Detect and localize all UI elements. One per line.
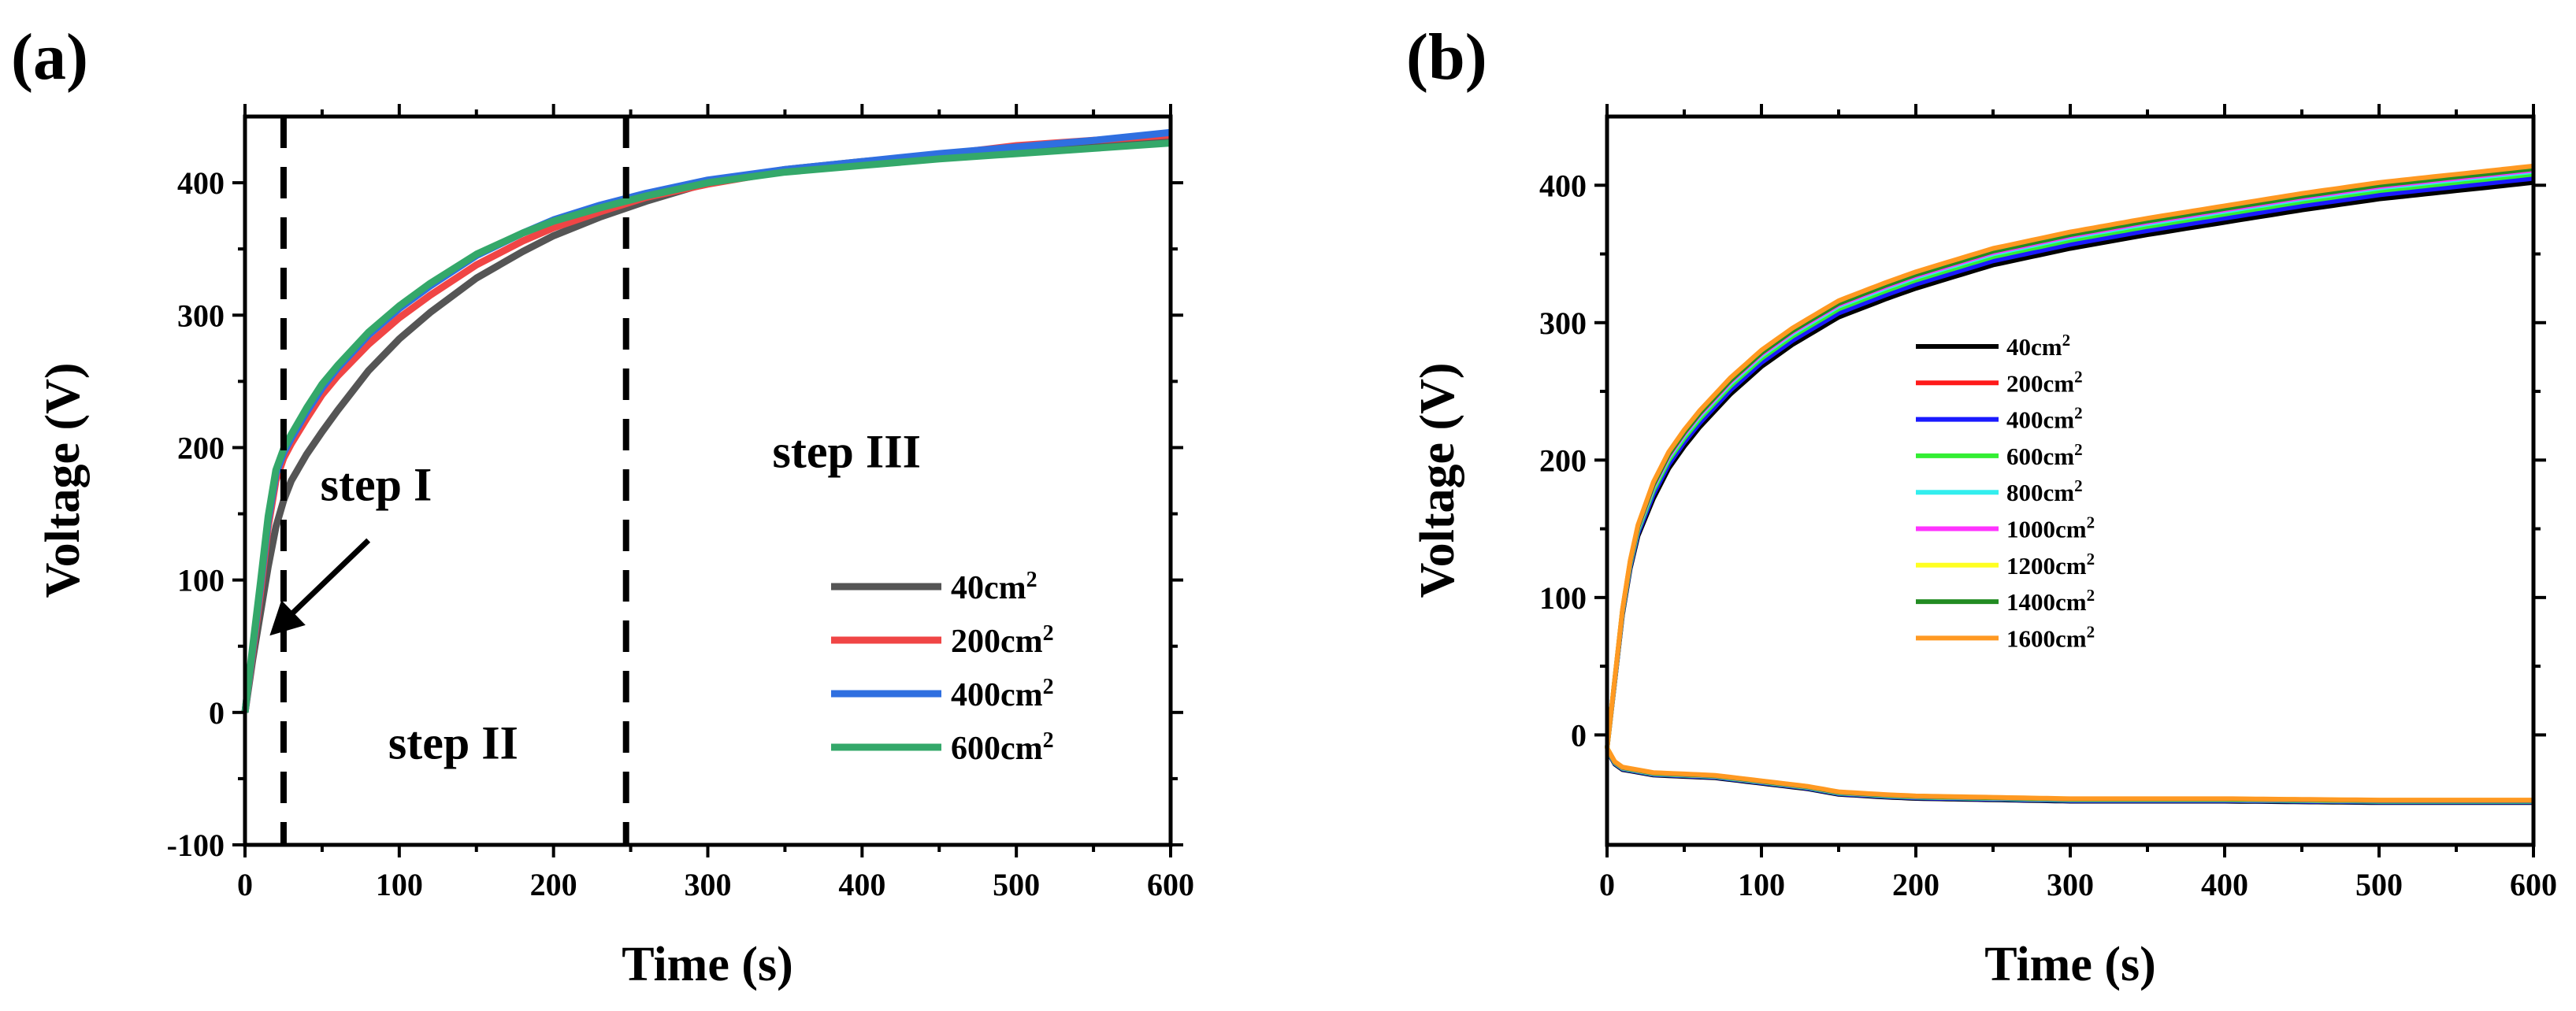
panel-b-legend-label: 1200cm2 [2006, 550, 2095, 580]
panel-b-legend-sup: 2 [2074, 440, 2083, 459]
panel-a-legend-sup: 2 [1043, 675, 1054, 699]
panel-b-legend-sup: 2 [2087, 513, 2095, 532]
panel-a-xtick-label: 300 [685, 867, 732, 902]
panel-a-legend-name: 600cm [951, 731, 1043, 767]
panel-a-legend-label: 600cm2 [951, 728, 1054, 768]
panel-b-legend-label: 400cm2 [2006, 404, 2083, 434]
panel-a-ylabel: Voltage (V) [36, 362, 90, 598]
panel-b-legend-name: 800cm [2006, 479, 2074, 506]
panel-a-legend-sup: 2 [1043, 621, 1054, 646]
panel-a-arrow-shaft [281, 538, 371, 624]
panel-b-legend-name: 200cm [2006, 369, 2074, 397]
panel-a-xlabel: Time (s) [622, 938, 793, 991]
panel-b-legend-label: 600cm2 [2006, 440, 2083, 470]
panel-b-series-lower [1605, 749, 2533, 805]
panel-a-ytick-label: 0 [209, 695, 225, 731]
panel-b-series-lower [1605, 748, 2533, 804]
panel-b-legend-sup: 2 [2074, 404, 2083, 423]
panel-b-legend-label: 800cm2 [2006, 476, 2083, 506]
panel-a-annotation: step II [388, 717, 518, 769]
panel-a-series-line [241, 139, 1171, 713]
panel-a-legend-name: 200cm [951, 624, 1043, 660]
panel-a-arrow-head [269, 600, 306, 636]
panel-a-xtick-label: 200 [530, 867, 577, 902]
panel-b-series-lower [1605, 746, 2533, 803]
panel-b-series-upper [1605, 180, 2534, 750]
panel-b-series-lower [1605, 747, 2533, 804]
panel-a-xtick-label: 600 [1147, 867, 1194, 902]
panel-a-legend-label: 400cm2 [951, 675, 1054, 714]
panel-b-ytick-label: 400 [1539, 168, 1587, 203]
panel-b-legend-sup: 2 [2087, 586, 2095, 605]
panel-b-legend-sup: 2 [2074, 367, 2083, 386]
panel-b-series-lower [1605, 746, 2533, 803]
panel-b-legend-name: 1000cm [2006, 516, 2087, 543]
panel-a-xtick-label: 400 [838, 867, 885, 902]
panel-b: (b) 0 100 200 300 400 500 600 0 100 200 300 400 Tim… [1406, 20, 2557, 991]
panel-a-legend-sup: 2 [1026, 568, 1037, 592]
panel-b-legend-sup: 2 [2074, 476, 2083, 495]
panel-a-legend-label: 40cm2 [951, 568, 1037, 607]
panel-b-ytick-label: 100 [1539, 580, 1587, 616]
panel-b-series-upper [1605, 176, 2534, 750]
panel-b-ytick-label: 0 [1571, 717, 1587, 753]
panel-b-legend-name: 40cm [2006, 333, 2062, 361]
panel-a-label: (a) [11, 20, 88, 94]
panel-b-legend-label: 40cm2 [2006, 331, 2070, 361]
panel-b-xtick-label: 100 [1738, 867, 1785, 902]
panel-a-annotation: step III [773, 426, 921, 478]
panel-b-series-lower [1605, 747, 2533, 804]
panel-b-xtick-label: 200 [1892, 867, 1939, 902]
panel-b-legend-label: 1000cm2 [2006, 513, 2095, 543]
panel-b-legend-sup: 2 [2087, 550, 2095, 568]
panel-b-series-upper [1605, 163, 2534, 750]
panel-a-ytick-label: 200 [177, 430, 225, 465]
panel-b-legend-name: 600cm [2006, 443, 2074, 470]
panel-b-xtick-label: 300 [2047, 867, 2094, 902]
panel-a-ytick-label: -100 [167, 828, 225, 863]
panel-b-legend-label: 1600cm2 [2006, 622, 2095, 652]
panel-b-xtick-label: 500 [2355, 867, 2403, 902]
panel-a-ytick-label: 100 [177, 563, 225, 598]
panel-a-xtick-label: 500 [993, 867, 1040, 902]
panel-b-legend-name: 400cm [2006, 406, 2074, 434]
panel-a-xtick-label: 0 [237, 867, 253, 902]
panel-b-legend-label: 200cm2 [2006, 367, 2083, 397]
panel-b-ytick-label: 300 [1539, 306, 1587, 341]
panel-b-xtick-label: 600 [2510, 867, 2557, 902]
panel-a-xtick-label: 100 [376, 867, 423, 902]
panel-b-legend-label: 1400cm2 [2006, 586, 2095, 616]
panel-b-series-lower [1605, 747, 2533, 803]
panel-a-ytick-label: 300 [177, 298, 225, 333]
panel-a: (a) step I step II step III 0 100 200 300 400 5… [11, 20, 1194, 991]
panel-b-legend: 40cm2200cm2400cm2600cm2800cm21000cm21200… [1916, 331, 2095, 652]
panel-a-ytick-label: 400 [177, 165, 225, 201]
panel-b-legend-name: 1400cm [2006, 588, 2087, 616]
panel-b-ytick-label: 200 [1539, 443, 1587, 478]
panel-b-xlabel: Time (s) [1984, 938, 2156, 991]
panel-b-series-lower [1605, 748, 2533, 805]
panel-b-label: (b) [1406, 20, 1487, 94]
panel-b-xtick-label: 0 [1599, 867, 1615, 902]
panel-b-legend-name: 1600cm [2006, 624, 2087, 652]
panel-a-legend-name: 400cm [951, 677, 1043, 713]
panel-a-annotation: step I [321, 459, 432, 511]
panel-a-legend-name: 40cm [951, 570, 1026, 606]
panel-a-legend-sup: 2 [1043, 728, 1054, 753]
panel-b-legend-sup: 2 [2062, 331, 2071, 350]
panel-b-xtick-label: 400 [2201, 867, 2248, 902]
panel-b-legend-sup: 2 [2087, 622, 2095, 641]
panel-a-legend-label: 200cm2 [951, 621, 1054, 661]
panel-b-ylabel: Voltage (V) [1411, 362, 1464, 598]
panel-b-legend-name: 1200cm [2006, 552, 2087, 580]
panel-b-series-lower [1605, 746, 2533, 803]
